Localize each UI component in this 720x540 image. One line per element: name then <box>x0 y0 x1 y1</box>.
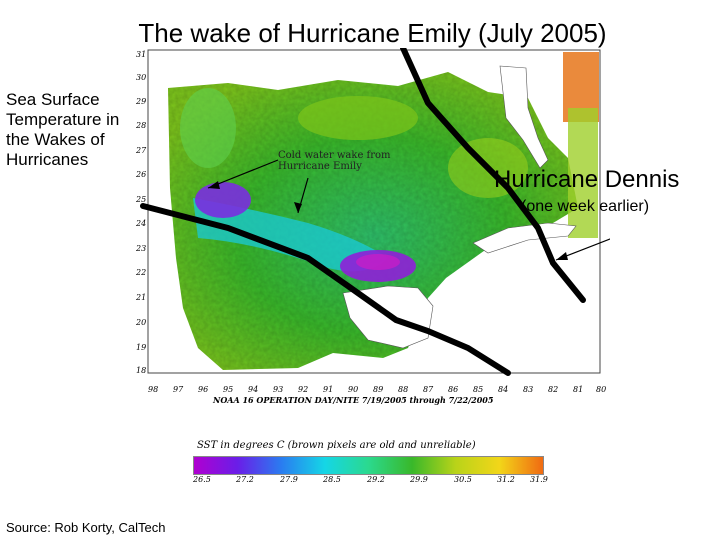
lon-label: 92 <box>298 385 309 394</box>
lat-label: 19 <box>136 343 147 352</box>
lon-label: 81 <box>573 385 584 394</box>
lon-label: 83 <box>523 385 534 394</box>
legend-title: SST in degrees C (brown pixels are old a… <box>197 440 476 451</box>
slide-title: The wake of Hurricane Emily (July 2005) <box>138 18 607 48</box>
lon-label: 96 <box>198 385 209 394</box>
legend-tick: 28.5 <box>323 475 341 484</box>
lon-label: 86 <box>448 385 459 394</box>
lon-label: 98 <box>148 385 159 394</box>
lon-label: 94 <box>248 385 259 394</box>
legend-tick: 29.2 <box>367 475 385 484</box>
lon-label: 97 <box>173 385 184 394</box>
legend-tick: 31.2 <box>497 475 515 484</box>
source-credit: Source: Rob Korty, CalTech <box>6 520 166 535</box>
lat-label: 21 <box>136 293 147 302</box>
legend-tick: 29.9 <box>410 475 428 484</box>
legend-ticks: 26.5 27.2 27.9 28.5 29.2 29.9 30.5 31.2 … <box>193 475 553 487</box>
legend-tick: 31.9 <box>530 475 548 484</box>
legend-tick: 26.5 <box>193 475 211 484</box>
dennis-sublabel: (one week earlier) <box>521 198 650 215</box>
legend-tick: 30.5 <box>454 475 472 484</box>
color-scale-bar <box>193 456 544 475</box>
lat-label: 22 <box>136 268 147 277</box>
map-credit: NOAA 16 OPERATION DAY/NITE 7/19/2005 thr… <box>213 395 494 405</box>
lat-label: 20 <box>136 318 147 327</box>
side-caption: Sea Surface Temperature in the Wakes of … <box>6 90 120 169</box>
lat-label: 27 <box>136 146 147 155</box>
lat-label: 30 <box>136 73 147 82</box>
lon-label: 93 <box>273 385 284 394</box>
legend-tick: 27.9 <box>280 475 298 484</box>
lon-label: 88 <box>398 385 409 394</box>
lat-label: 31 <box>136 50 147 59</box>
sst-map: Cold water wake from Hurricane Emily 31 … <box>128 48 610 410</box>
wake-annotation: Cold water wake from Hurricane Emily <box>278 150 391 172</box>
lat-label: 23 <box>136 244 147 253</box>
lon-label: 91 <box>323 385 334 394</box>
lat-label: 24 <box>136 219 147 228</box>
lon-label: 80 <box>596 385 607 394</box>
legend-tick: 27.2 <box>236 475 254 484</box>
sst-map-graphic <box>140 48 610 376</box>
lat-label: 25 <box>136 195 147 204</box>
lon-label: 90 <box>348 385 359 394</box>
lat-label: 29 <box>136 97 147 106</box>
lat-label: 26 <box>136 170 147 179</box>
lon-label: 85 <box>473 385 484 394</box>
lon-label: 84 <box>498 385 509 394</box>
lat-label: 18 <box>136 366 147 375</box>
lat-label: 28 <box>136 121 147 130</box>
lon-label: 89 <box>373 385 384 394</box>
dennis-label: Hurricane Dennis <box>494 166 680 193</box>
lon-label: 87 <box>423 385 434 394</box>
lon-label: 82 <box>548 385 559 394</box>
lon-label: 95 <box>223 385 234 394</box>
